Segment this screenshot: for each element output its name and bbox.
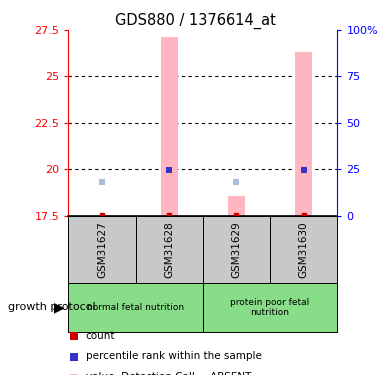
Bar <box>68 216 136 283</box>
Bar <box>203 216 270 283</box>
Text: GSM31630: GSM31630 <box>299 221 309 278</box>
Text: normal fetal nutrition: normal fetal nutrition <box>87 303 184 312</box>
Bar <box>270 216 337 283</box>
Bar <box>68 283 203 332</box>
Text: GSM31627: GSM31627 <box>97 221 107 278</box>
Text: count: count <box>86 331 115 340</box>
Text: GSM31629: GSM31629 <box>231 221 241 278</box>
Text: ▶: ▶ <box>54 300 64 315</box>
Text: GSM31628: GSM31628 <box>164 221 174 278</box>
Bar <box>228 196 245 216</box>
Text: GDS880 / 1376614_at: GDS880 / 1376614_at <box>115 13 275 29</box>
Bar <box>161 38 177 216</box>
Text: growth protocol: growth protocol <box>8 303 96 312</box>
Text: percentile rank within the sample: percentile rank within the sample <box>86 351 262 361</box>
Text: value, Detection Call = ABSENT: value, Detection Call = ABSENT <box>86 372 251 375</box>
Text: protein poor fetal
nutrition: protein poor fetal nutrition <box>230 298 310 317</box>
Bar <box>136 216 203 283</box>
Bar <box>203 283 337 332</box>
Bar <box>295 52 312 216</box>
